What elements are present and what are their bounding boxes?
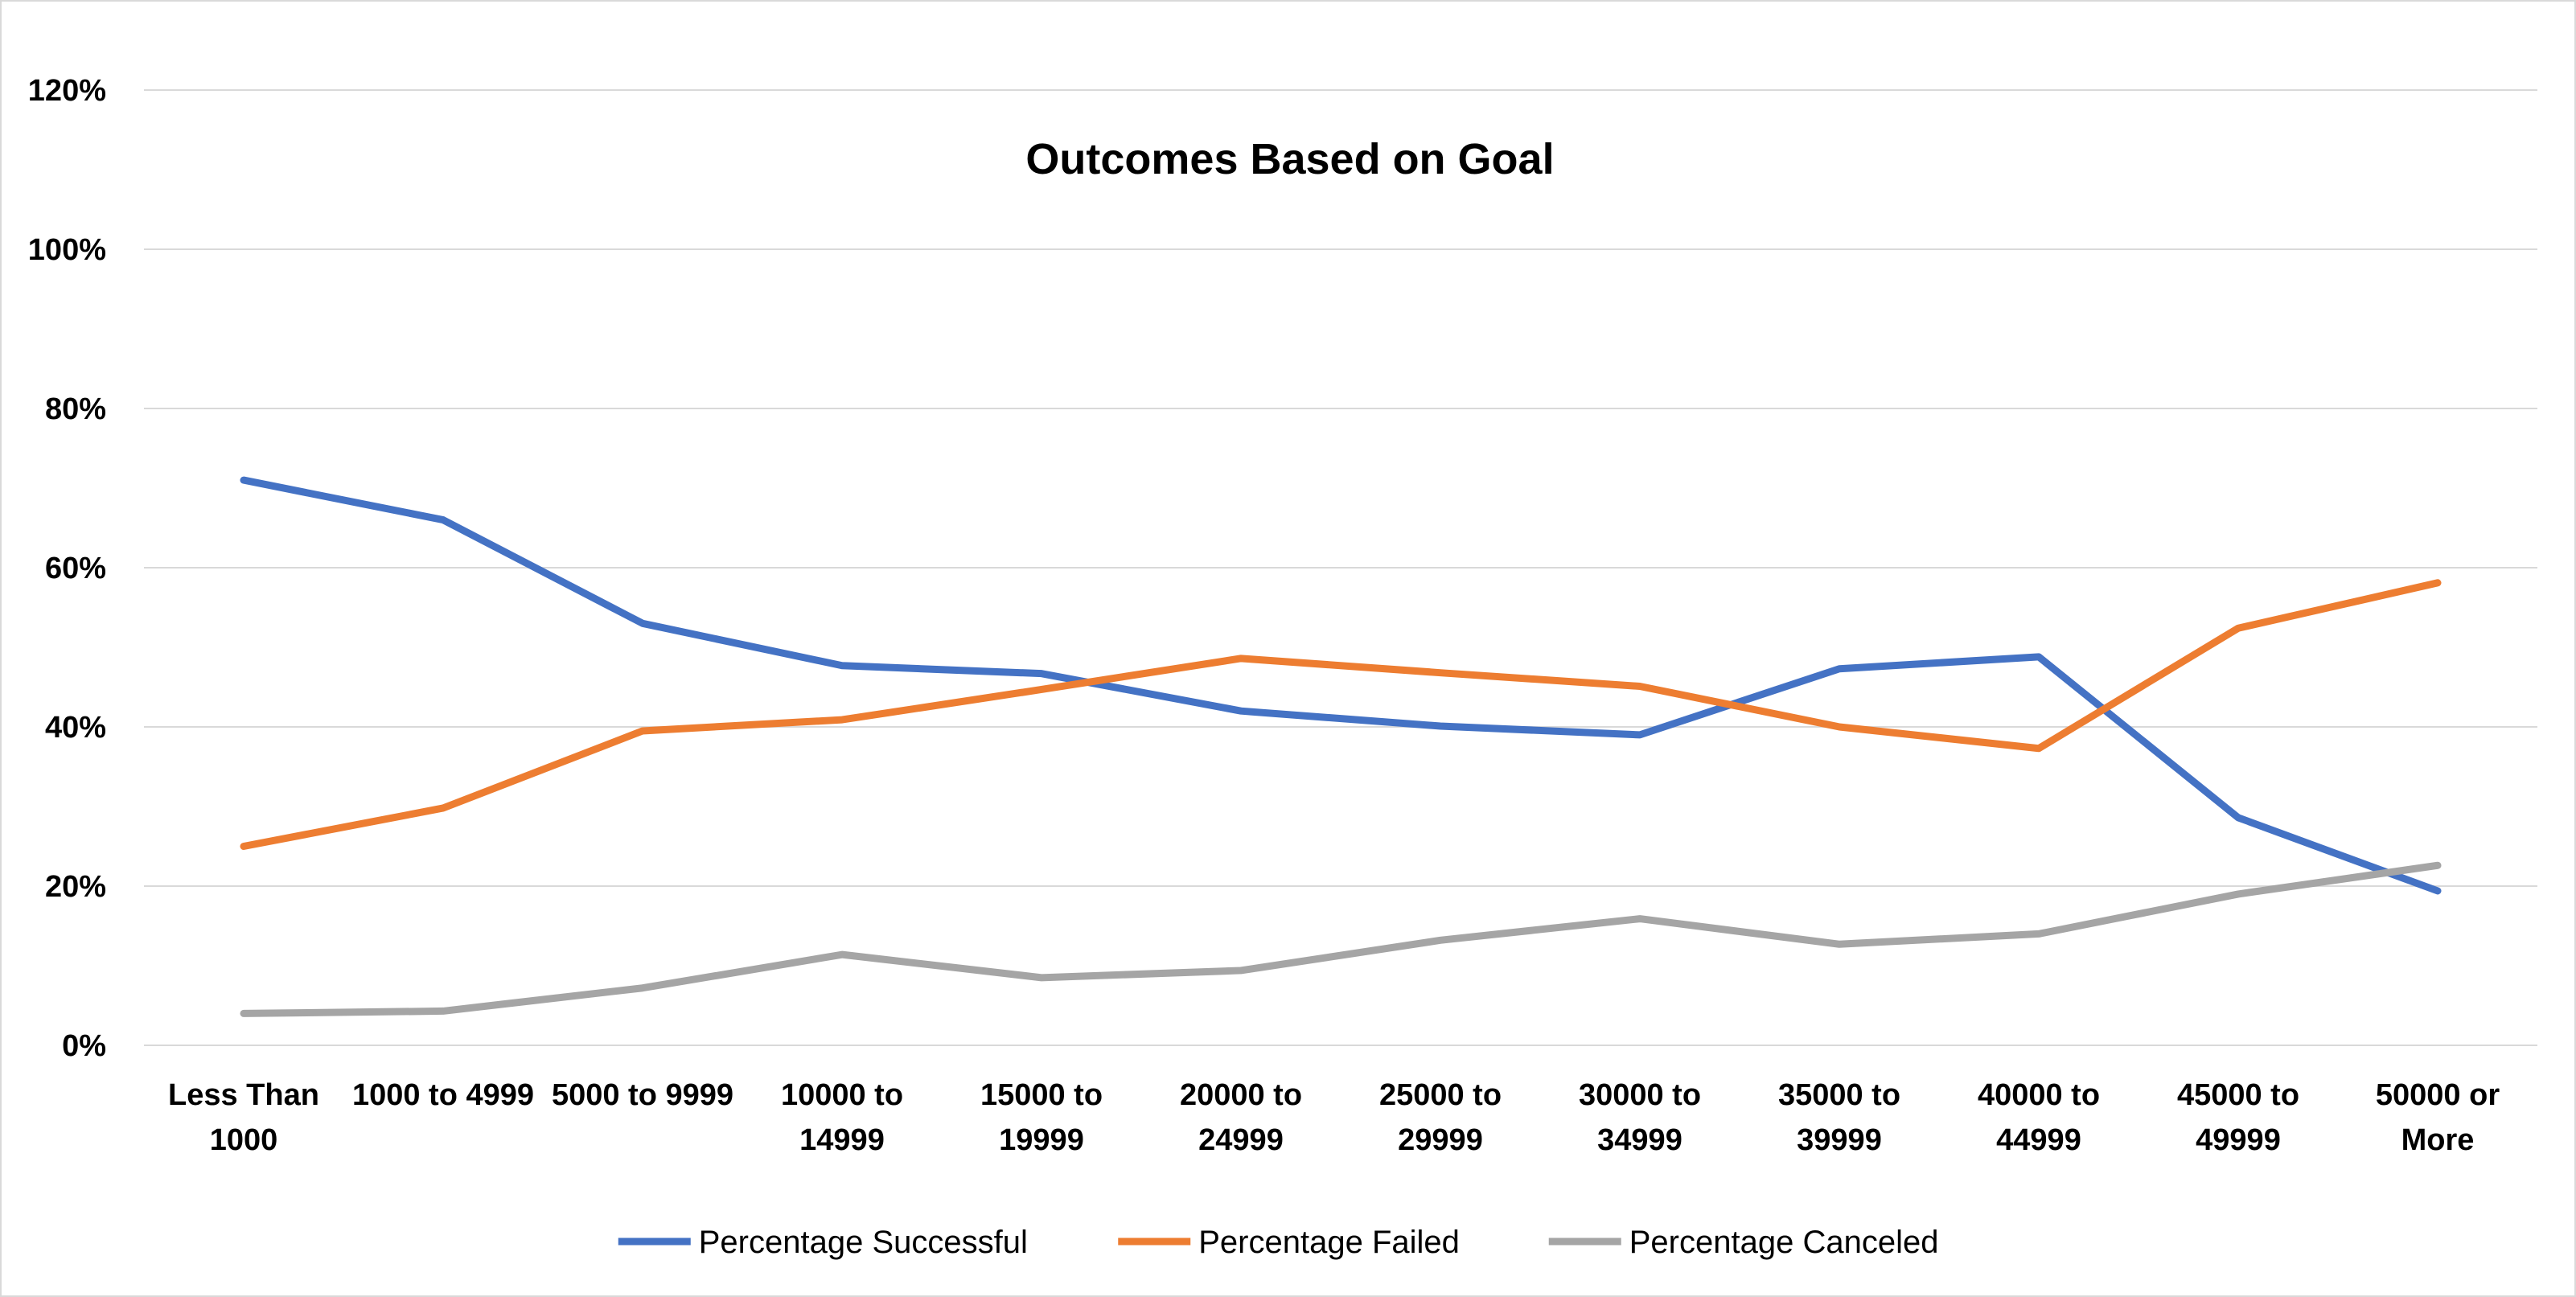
y-axis-ticks: 0% 20% 40% 60% 80% 100% 120%: [28, 74, 106, 1063]
y-tick-label: 20%: [45, 870, 106, 904]
x-tick-label: 15000 to 19999: [980, 1078, 1103, 1157]
y-tick-label: 120%: [28, 74, 106, 108]
x-tick-label: 35000 to 39999: [1778, 1078, 1900, 1157]
x-axis-ticks: Less Than 1000 1000 to 4999 5000 to 9999 100…: [168, 1078, 2500, 1157]
chart-title: Outcomes Based on Goal: [1025, 135, 1554, 183]
legend-label: Percentage Failed: [1198, 1225, 1460, 1260]
x-tick-label: 50000 or More: [2376, 1078, 2500, 1157]
y-tick-label: 80%: [45, 392, 106, 426]
x-tick-label: Less Than 1000: [168, 1078, 319, 1157]
series-line-percentage-failed: [240, 579, 2442, 850]
gridlines: [144, 89, 2537, 1046]
x-tick-label: 25000 to 29999: [1379, 1078, 1502, 1157]
legend: Percentage Successful Percentage Failed Pe…: [618, 1225, 1939, 1260]
series-line-percentage-successful: [240, 476, 2442, 895]
legend-label: Percentage Successful: [699, 1225, 1028, 1260]
series-line-percentage-canceled: [240, 861, 2442, 1017]
y-tick-label: 0%: [62, 1029, 106, 1063]
y-tick-label: 40%: [45, 711, 106, 745]
legend-item-percentage-canceled: Percentage Canceled: [1548, 1225, 1939, 1260]
x-tick-label: 45000 to 49999: [2177, 1078, 2299, 1157]
legend-item-percentage-successful: Percentage Successful: [618, 1225, 1028, 1260]
x-tick-label: 30000 to 34999: [1579, 1078, 1701, 1157]
x-tick-label: 20000 to 24999: [1180, 1078, 1302, 1157]
x-tick-label: 40000 to 44999: [1978, 1078, 2100, 1157]
legend-item-percentage-failed: Percentage Failed: [1118, 1225, 1460, 1260]
x-tick-label: 5000 to 9999: [552, 1078, 733, 1112]
x-tick-label: 10000 to 14999: [781, 1078, 903, 1157]
series-lines: [240, 476, 2442, 1017]
legend-label: Percentage Canceled: [1629, 1225, 1939, 1260]
y-tick-label: 100%: [28, 233, 106, 267]
x-tick-label: 1000 to 4999: [352, 1078, 534, 1112]
y-tick-label: 60%: [45, 552, 106, 585]
